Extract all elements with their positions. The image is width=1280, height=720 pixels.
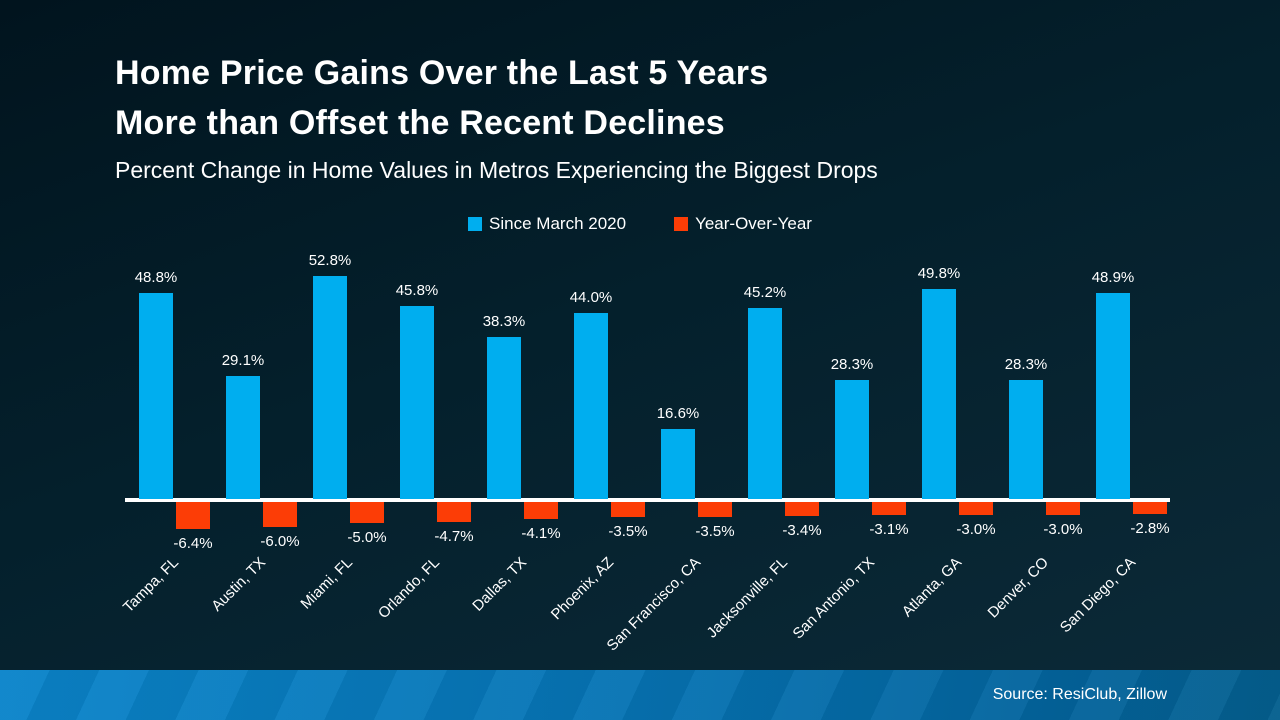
positive-value-label: 28.3%: [1004, 356, 1048, 373]
since-march-2020-bar: [661, 429, 695, 499]
year-over-year-bar: [872, 502, 906, 515]
negative-value-label: -3.0%: [956, 521, 996, 538]
positive-value-label: 38.3%: [482, 313, 526, 330]
since-march-2020-bar: [226, 376, 260, 499]
positive-value-label: 48.9%: [1091, 269, 1135, 286]
positive-value-label: 49.8%: [917, 265, 961, 282]
chart-title-line-1: Home Price Gains Over the Last 5 Years: [115, 54, 769, 92]
negative-value-label: -3.5%: [608, 523, 648, 540]
title-block: Home Price Gains Over the Last 5 Years M…: [115, 48, 878, 184]
since-march-2020-bar: [313, 276, 347, 499]
since-march-2020-bar: [574, 313, 608, 499]
legend-item-since-march-2020: Since March 2020: [468, 214, 626, 234]
legend-item-year-over-year: Year-Over-Year: [674, 214, 812, 234]
negative-value-label: -3.5%: [695, 523, 735, 540]
source-attribution: Source: ResiClub, Zillow: [992, 686, 1167, 703]
year-over-year-bar: [437, 502, 471, 522]
positive-value-label: 45.8%: [395, 282, 439, 299]
year-over-year-bar: [959, 502, 993, 515]
since-march-2020-bar: [1009, 380, 1043, 499]
legend-label: Since March 2020: [489, 214, 627, 233]
year-over-year-bar: [698, 502, 732, 517]
year-over-year-bar: [1046, 502, 1080, 515]
since-march-2020-bar: [922, 289, 956, 499]
since-march-2020-bar: [835, 380, 869, 499]
since-march-2020-bar: [139, 293, 173, 499]
positive-value-label: 16.6%: [656, 405, 700, 422]
legend-swatch-orange-icon: [674, 217, 689, 231]
legend: Since March 2020 Year-Over-Year: [0, 214, 1280, 234]
negative-value-label: -2.8%: [1130, 520, 1170, 537]
negative-value-label: -5.0%: [347, 529, 387, 546]
positive-value-label: 29.1%: [221, 352, 265, 369]
year-over-year-bar: [1133, 502, 1167, 514]
year-over-year-bar: [176, 502, 210, 529]
chart-title-line-2: More than Offset the Recent Declines: [115, 104, 725, 142]
year-over-year-bar: [263, 502, 297, 527]
since-march-2020-bar: [487, 337, 521, 499]
year-over-year-bar: [524, 502, 558, 519]
negative-value-label: -3.1%: [869, 521, 909, 538]
positive-value-label: 28.3%: [830, 356, 874, 373]
year-over-year-bar: [350, 502, 384, 523]
since-march-2020-bar: [400, 306, 434, 499]
negative-value-label: -6.0%: [260, 533, 300, 550]
positive-value-label: 48.8%: [134, 269, 178, 286]
chart-subtitle: Percent Change in Home Values in Metros …: [115, 157, 878, 183]
positive-value-label: 45.2%: [743, 284, 787, 301]
negative-value-label: -3.4%: [782, 522, 822, 539]
legend-label: Year-Over-Year: [695, 214, 812, 233]
legend-swatch-blue-icon: [468, 217, 483, 231]
since-march-2020-bar: [748, 308, 782, 499]
year-over-year-bar: [611, 502, 645, 517]
negative-value-label: -4.1%: [521, 525, 561, 542]
year-over-year-bar: [785, 502, 819, 516]
zero-axis-line: [125, 498, 1170, 502]
negative-value-label: -4.7%: [434, 528, 474, 545]
positive-value-label: 44.0%: [569, 289, 613, 306]
negative-value-label: -6.4%: [173, 535, 213, 552]
positive-value-label: 52.8%: [308, 252, 352, 269]
since-march-2020-bar: [1096, 293, 1130, 499]
negative-value-label: -3.0%: [1043, 521, 1083, 538]
footer-bar: Source: ResiClub, Zillow: [0, 670, 1280, 720]
